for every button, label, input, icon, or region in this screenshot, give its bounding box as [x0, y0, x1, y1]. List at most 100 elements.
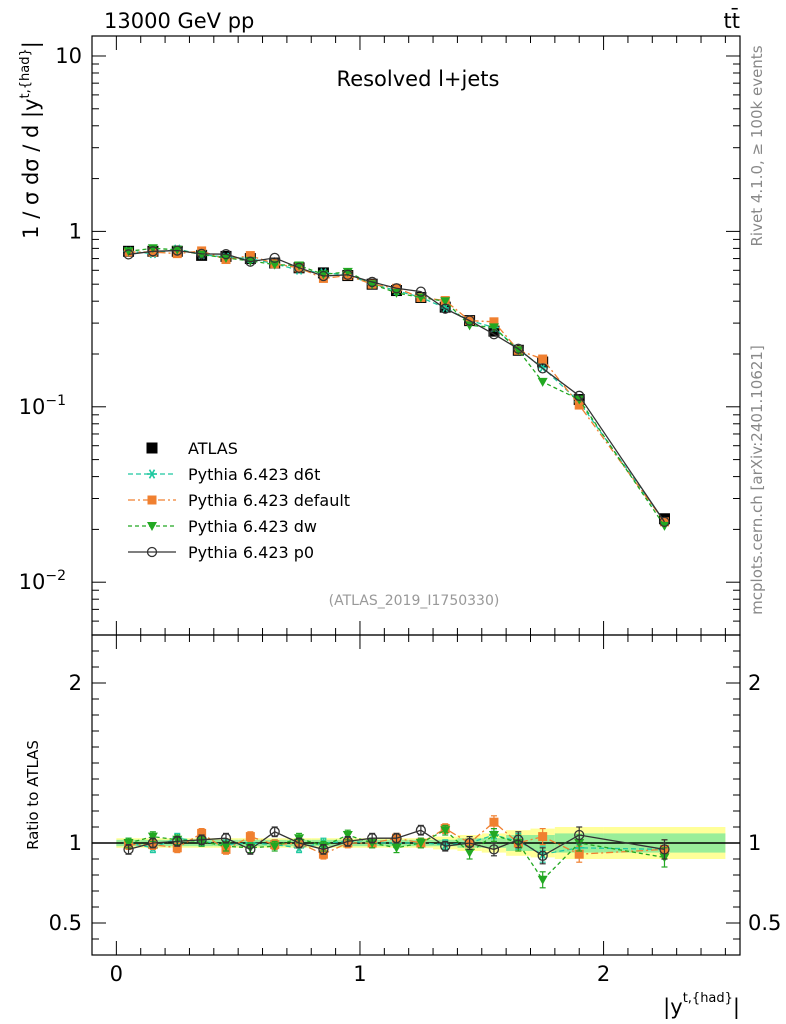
legend-marker-triangle — [147, 522, 157, 531]
mc-ratio-point-triangle — [147, 832, 158, 842]
mc-point-circle — [391, 283, 402, 294]
main-axes: 10−2 10−1 1 10 — [19, 36, 740, 636]
mc-point-circle — [245, 256, 256, 267]
legend-label: Pythia 6.423 p0 — [188, 543, 314, 562]
mc-point-circle — [147, 246, 159, 257]
ratio-y-tick-label: 1 — [69, 831, 82, 855]
mc-point-circle — [269, 252, 280, 264]
legend: ATLAS Pythia 6.423 d6t Pythia 6.423 defaul… — [128, 439, 350, 562]
mc-ratio-point-circle — [245, 844, 256, 855]
ratio-y-tick-label-right: 2 — [748, 671, 761, 695]
mc-point-triangle — [513, 346, 524, 356]
mc-point-circle — [415, 286, 427, 297]
mc-point-circle — [367, 276, 378, 288]
x-axis-label-sup: t,{had} — [683, 991, 733, 1006]
mc-ratio-point-circle — [123, 844, 134, 855]
ratio-y-tick-label-right: 0.5 — [748, 911, 781, 935]
mc-ratio-point-square — [197, 828, 207, 838]
mc-point-triangle — [269, 260, 280, 270]
mc-point-circle — [464, 315, 475, 326]
mc-point-triangle — [440, 297, 451, 307]
mc-ratio-point-circle — [196, 834, 207, 845]
mc-point-circle — [293, 262, 305, 273]
y-axis-label-tail: | — [19, 41, 44, 48]
mc-ratio-point-circle — [172, 836, 183, 847]
mc-ratio-point-triangle — [342, 831, 353, 840]
mc-ratio-point-circle — [415, 825, 427, 836]
legend-label: Pythia 6.423 dw — [188, 517, 317, 536]
mc-ratio-point-square — [574, 849, 584, 859]
y-tick-label: 10−2 — [19, 568, 66, 594]
mc-ratio-point-circle — [391, 833, 402, 844]
mc-ratio-point-circle — [488, 844, 500, 855]
mc-ratio-point-triangle — [488, 831, 499, 840]
process-label: tt̄ — [724, 8, 740, 33]
mc-ratio-point-circle — [367, 833, 378, 844]
mc-point-square — [574, 400, 584, 410]
main-plot-area — [123, 244, 670, 531]
mc-ratio-point-circle — [293, 837, 305, 849]
mc-ratio-point-square — [489, 817, 499, 827]
mc-ratio-point-triangle — [440, 826, 451, 836]
ratio-axes: 0.5 0.5 1 1 2 2 0 1 2 — [49, 635, 781, 986]
mc-ratio-point-triangle — [464, 848, 475, 858]
y-axis-label-sup: t,{had} — [18, 48, 33, 98]
legend-marker-star-stroke — [148, 469, 156, 479]
mc-point-square — [245, 251, 255, 261]
analysis-id: (ATLAS_2019_I1750330) — [329, 593, 500, 609]
mc-ratio-point-triangle — [269, 842, 280, 852]
mc-ratio-point-circle — [342, 836, 353, 847]
mc-ratio-point-circle — [464, 837, 475, 849]
ratio-y-axis-label: Ratio to ATLAS — [24, 740, 42, 850]
mc-point-circle — [488, 329, 500, 340]
mc-ratio-point-circle — [318, 844, 329, 855]
mc-point-circle — [123, 249, 134, 260]
mcplots-label: mcplots.cern.ch [arXiv:2401.10621] — [748, 345, 766, 615]
legend-label: Pythia 6.423 d6t — [188, 465, 320, 484]
mc-ratio-line-star — [128, 834, 665, 855]
mc-ratio-point-triangle — [415, 839, 426, 848]
legend-marker-square — [147, 495, 157, 505]
mc-point-triangle — [123, 247, 134, 257]
x-axis-label-tail: | — [733, 995, 740, 1020]
mc-point-circle — [342, 269, 353, 280]
mc-ratio-point-triangle — [537, 875, 548, 885]
legend-label: ATLAS — [188, 439, 238, 458]
legend-marker-data — [146, 442, 158, 454]
mc-ratio-point-circle — [574, 829, 585, 841]
ratio-y-tick-label: 0.5 — [49, 911, 82, 935]
mc-point-triangle — [196, 250, 207, 260]
mc-line-star — [128, 248, 666, 523]
mc-point-circle — [513, 343, 524, 354]
legend-marker-circle — [146, 546, 158, 558]
x-tick-label: 0 — [110, 962, 123, 986]
mc-point-circle — [659, 516, 670, 528]
mc-ratio-point-square — [172, 843, 182, 853]
rivet-label: Rivet 4.1.0, ≥ 100k events — [748, 45, 766, 246]
mc-ratio-point-square — [245, 832, 255, 842]
legend-label: Pythia 6.423 default — [188, 491, 350, 510]
x-axis-label: |yt,{had}| — [663, 991, 740, 1020]
y-axis-label-base: 1 / σ dσ / d |y — [19, 98, 44, 238]
y-tick-label: 10−1 — [19, 393, 66, 419]
mc-point-square — [538, 354, 548, 364]
mc-point-triangle — [464, 321, 475, 331]
mc-ratio-point-circle — [440, 841, 451, 852]
mc-point-triangle — [342, 267, 353, 277]
x-axis-label-base: |y — [663, 995, 683, 1020]
mc-point-square — [489, 317, 499, 327]
mc-point-circle — [172, 245, 183, 256]
y-tick-label: 1 — [69, 219, 82, 243]
mc-ratio-point-triangle — [220, 842, 231, 852]
y-tick-label: 10 — [55, 44, 82, 68]
energy-label: 13000 GeV pp — [104, 9, 254, 33]
mc-ratio-point-circle — [220, 833, 232, 844]
chart-title: Resolved l+jets — [337, 67, 500, 91]
y-axis-label: 1 / σ dσ / d |yt,{had}| — [18, 41, 44, 239]
legend-marker-star — [147, 469, 157, 479]
mc-point-triangle — [537, 377, 548, 387]
x-tick-label: 1 — [353, 962, 366, 986]
x-tick-label: 2 — [597, 962, 610, 986]
ratio-frame — [91, 634, 741, 956]
